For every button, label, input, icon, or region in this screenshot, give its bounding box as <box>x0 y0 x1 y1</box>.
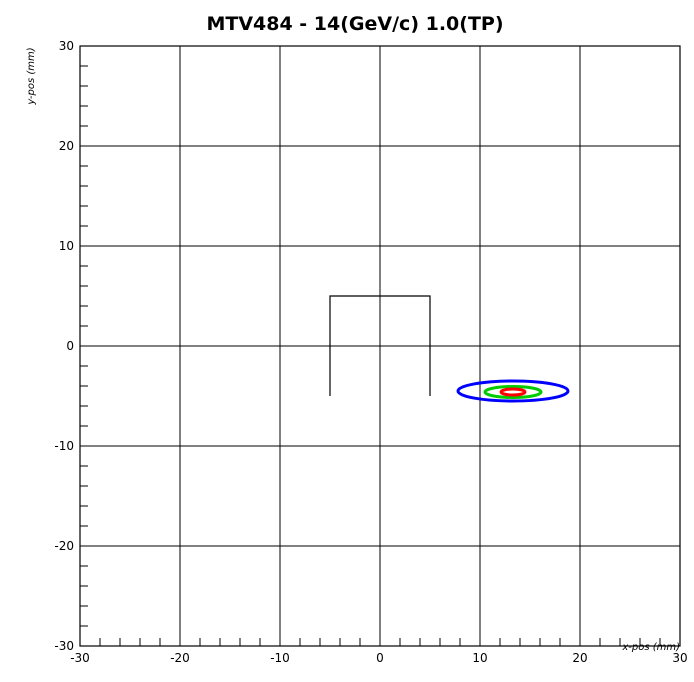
contour-ellipse-3 <box>499 387 527 397</box>
y-tick-label: 10 <box>59 239 74 253</box>
x-tick-label: 10 <box>472 651 487 665</box>
y-tick-label: 0 <box>66 339 74 353</box>
plot-marks <box>329 295 570 403</box>
x-tick-label: -30 <box>70 651 90 665</box>
y-tick-label: -10 <box>54 439 74 453</box>
y-tick-label: -20 <box>54 539 74 553</box>
x-tick-label: -20 <box>170 651 190 665</box>
y-tick-label: 30 <box>59 39 74 53</box>
y-tick-label: 20 <box>59 139 74 153</box>
axes: -30 -20 -10 0 10 20 30 -30 -20 -10 0 10 20 30 <box>54 39 687 665</box>
x-tick-label: 20 <box>572 651 587 665</box>
y-axis-label: y-pos (mm) <box>26 47 37 105</box>
x-tick-label: -10 <box>270 651 290 665</box>
contour-ellipse-1 <box>456 379 570 403</box>
contour-ellipse-2 <box>483 385 543 399</box>
chart-title: MTV484 - 14(GeV/c) 1.0(TP) <box>206 13 503 35</box>
aperture-outline <box>329 295 431 396</box>
x-tick-label: 0 <box>376 651 384 665</box>
x-axis-label: x-pos (mm) <box>621 642 680 653</box>
y-tick-label: -30 <box>54 639 74 653</box>
x-tick-label: 30 <box>672 651 687 665</box>
grid-lines <box>80 46 680 646</box>
